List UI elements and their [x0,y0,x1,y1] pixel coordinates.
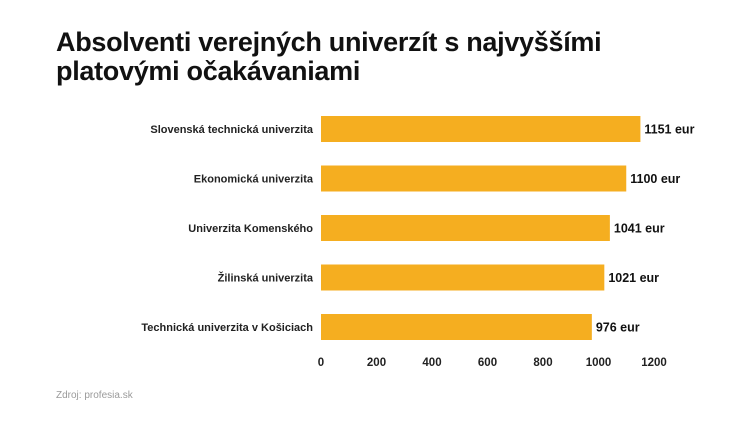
x-tick-label: 1000 [586,357,612,369]
chart-title: Absolventi verejných univerzít s najvyšš… [56,27,602,86]
x-tick-label: 1200 [641,357,667,369]
bar [321,116,641,142]
x-tick-label: 200 [367,357,386,369]
data-label: 976 eur [596,321,640,335]
x-tick-label: 400 [422,357,441,369]
data-label: 1100 eur [630,172,680,186]
bar [321,215,610,241]
bar [321,314,592,340]
category-label: Slovenská technická univerzita [150,124,314,136]
x-tick-label: 0 [318,357,324,369]
source-note: Zdroj: profesia.sk [56,390,133,401]
category-label: Ekonomická univerzita [194,174,314,186]
data-label: 1021 eur [608,271,659,285]
category-label: Univerzita Komenského [188,223,313,235]
x-tick-label: 600 [478,357,497,369]
data-label: 1041 eur [614,222,665,236]
bar [321,264,605,291]
category-label: Technická univerzita v Košiciach [141,322,313,334]
data-label: 1151 eur [644,123,694,137]
bar [321,165,627,192]
category-label: Žilinská univerzita [218,272,314,285]
x-tick-label: 800 [533,357,552,369]
